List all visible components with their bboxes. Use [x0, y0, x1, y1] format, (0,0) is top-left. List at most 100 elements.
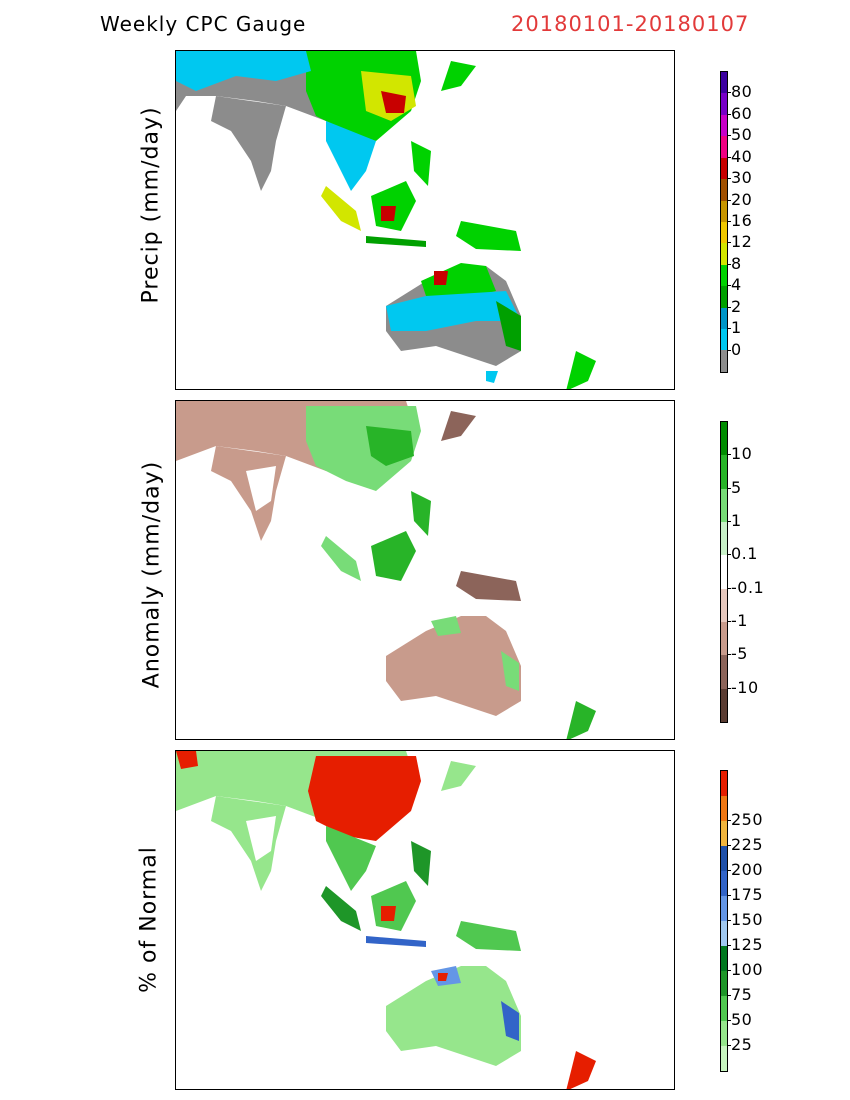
- nw-cyan: [176, 51, 311, 91]
- colorbar-segment: [721, 871, 727, 896]
- colorbar-tick-mark: [727, 1020, 731, 1021]
- borneo: [371, 531, 416, 581]
- colorbar-segment: [721, 771, 727, 796]
- india-white: [246, 816, 276, 861]
- new-guinea: [456, 921, 521, 951]
- colorbar-tick-mark: [727, 349, 731, 351]
- colorbar-tick-label: 2: [731, 296, 742, 316]
- sumatra: [321, 186, 361, 231]
- colorbar-segment: [721, 157, 727, 180]
- colorbar-tick-label: 16: [731, 211, 753, 230]
- map-percent-svg: [176, 751, 596, 1089]
- philippines: [411, 841, 431, 886]
- java: [366, 936, 426, 947]
- australia-peak: [434, 271, 448, 285]
- india-white: [246, 466, 276, 511]
- australia-red: [438, 973, 448, 981]
- colorbar-tick-label: 50: [731, 125, 753, 145]
- philippines: [411, 491, 431, 536]
- colorbar-tick-mark: [727, 920, 731, 921]
- colorbar-tick-mark: [727, 328, 731, 330]
- panel-label-anomaly: Anomaly (mm/day): [139, 460, 165, 689]
- colorbar-tick-mark: [727, 113, 731, 115]
- colorbar-segment: [721, 243, 727, 265]
- panel-label-percent: % of Normal: [136, 846, 162, 993]
- new-zealand: [566, 701, 596, 739]
- colorbar-segment: [721, 946, 727, 971]
- colorbar-segment: [721, 896, 727, 921]
- china-core: [366, 426, 414, 466]
- colorbar-segment: [721, 286, 727, 308]
- colorbar-segment: [721, 422, 727, 456]
- date-range: 20180101-20180107: [511, 12, 750, 36]
- colorbar-tick-label: 225: [731, 835, 764, 854]
- colorbar-segment: [721, 688, 727, 722]
- colorbar-segment: [721, 971, 727, 996]
- colorbar-tick-mark: [727, 1045, 731, 1046]
- colorbar-tick-mark: [727, 820, 731, 821]
- colorbar-tick-mark: [727, 970, 731, 971]
- colorbar-tick-label: -5: [731, 644, 748, 664]
- colorbar-segment: [721, 200, 727, 222]
- indochina: [326, 121, 376, 191]
- borneo-red: [381, 906, 396, 921]
- chart-title: Weekly CPC Gauge: [100, 12, 307, 36]
- colorbar-tick-label: 125: [731, 935, 764, 954]
- colorbar-tick-label: -10: [731, 677, 759, 697]
- colorbar-tick-mark: [727, 621, 731, 622]
- india-light: [211, 796, 286, 891]
- colorbar-segment: [721, 996, 727, 1021]
- colorbar-segment: [721, 329, 727, 351]
- colorbar-tick-label: 200: [731, 860, 764, 879]
- colorbar-tick-label: 40: [731, 146, 753, 166]
- colorbar-tick-mark: [727, 199, 731, 201]
- map-precip-svg: [176, 51, 596, 389]
- colorbar-tick-label: 20: [731, 189, 753, 209]
- indochina: [326, 826, 376, 891]
- australia: [386, 616, 521, 716]
- colorbar-percent: [720, 770, 728, 1072]
- new-guinea: [456, 221, 521, 251]
- tasmania: [486, 371, 498, 383]
- colorbar-segment: [721, 488, 727, 522]
- colorbar-tick-mark: [727, 587, 731, 589]
- australia-east: [496, 301, 521, 351]
- colorbar-segment: [721, 555, 727, 589]
- colorbar-segment: [721, 307, 727, 330]
- colorbar-tick-mark: [727, 263, 731, 265]
- colorbar-tick-mark: [727, 454, 731, 456]
- colorbar-tick-mark: [727, 687, 731, 689]
- colorbar-segment: [721, 588, 727, 622]
- colorbar-tick-mark: [727, 870, 731, 871]
- java: [366, 236, 426, 247]
- colorbar-tick-mark: [727, 92, 731, 94]
- sumatra: [321, 536, 361, 581]
- japan: [441, 411, 476, 441]
- colorbar-tick-mark: [727, 995, 731, 996]
- colorbar-tick-mark: [727, 178, 731, 180]
- colorbar-segment: [721, 796, 727, 821]
- colorbar-tick-mark: [727, 135, 731, 137]
- australia-green: [431, 616, 461, 636]
- australia-east: [501, 1001, 519, 1041]
- colorbar-tick-mark: [727, 895, 731, 896]
- colorbar-tick-mark: [727, 306, 731, 308]
- colorbar-tick-label: 0: [731, 339, 742, 359]
- colorbar-tick-label: 5: [731, 477, 742, 497]
- colorbar-tick-label: 175: [731, 885, 764, 904]
- colorbar-segment: [721, 655, 727, 689]
- colorbar-anomaly-segments: [721, 422, 727, 722]
- colorbar-tick-label: 8: [731, 253, 742, 273]
- colorbar-tick-label: 25: [731, 1035, 753, 1054]
- nw-red: [176, 751, 198, 769]
- colorbar-tick-label: -1: [731, 611, 748, 630]
- colorbar-tick-mark: [727, 945, 731, 946]
- colorbar-tick-mark: [727, 521, 731, 522]
- colorbar-percent-segments: [721, 771, 727, 1071]
- colorbar-tick-label: 60: [731, 103, 753, 123]
- new-zealand: [566, 1051, 596, 1089]
- colorbar-segment: [721, 455, 727, 489]
- colorbar-tick-label: 30: [731, 168, 753, 188]
- colorbar-tick-label: 0.1: [731, 544, 758, 564]
- map-anomaly-svg: [176, 401, 596, 739]
